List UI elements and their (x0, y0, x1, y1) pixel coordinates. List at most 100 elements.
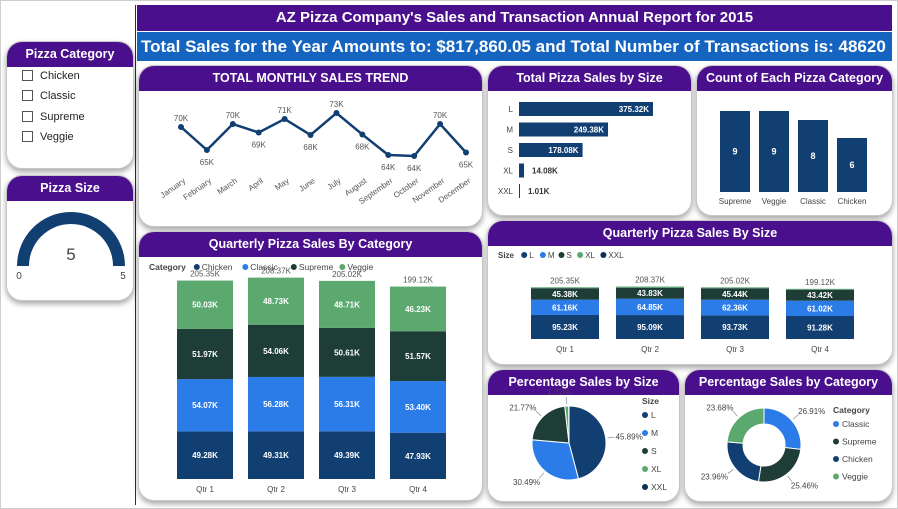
legend-title: Category (149, 262, 186, 272)
stacked-segment (390, 381, 446, 433)
legend-label: XL (651, 464, 662, 474)
sales-data-label: 73K (329, 100, 344, 109)
stacked-segment (531, 287, 599, 289)
checkbox-icon[interactable] (22, 90, 33, 101)
quarter-tick-label: Qtr 2 (641, 345, 659, 354)
sales-point (229, 121, 236, 127)
slicer-option-veggie[interactable]: Veggie (22, 131, 74, 145)
checkbox-icon[interactable] (22, 131, 33, 142)
percentage-by-category-title: Percentage Sales by Category (685, 370, 892, 395)
sales-data-label: 65K (200, 158, 215, 167)
legend-label: M (651, 428, 658, 438)
sales-data-label: 71K (278, 106, 293, 115)
legend-label: Chicken (842, 454, 873, 464)
segment-data-label: 43.42K (807, 291, 833, 300)
size-tick-label: L (509, 105, 514, 114)
pie-slice (531, 405, 570, 444)
gauge-value: 5 (66, 245, 75, 264)
legend-title: Size (642, 396, 659, 406)
legend-marker (339, 264, 346, 270)
category-tick-label: Classic (800, 197, 826, 206)
quarter-total-label: 199.12K (805, 278, 835, 287)
kpi-banner: Total Sales for the Year Amounts to: $81… (137, 32, 892, 61)
percentage-by-size-card: Percentage Sales by Size 45.89% 30.49% 21.… (487, 369, 680, 502)
left-divider (135, 5, 136, 505)
month-tick-label: May (273, 176, 291, 192)
quarterly-category-stacked-chart: Category Chicken Classic Supreme Veggie 49.28… (149, 262, 446, 494)
category-tick-label: Chicken (838, 197, 867, 206)
gauge-min: 0 (16, 271, 22, 282)
pizza-size-gauge-card: Pizza Size 5 0 5 (6, 175, 134, 301)
pizza-size-gauge: 5 0 5 (16, 212, 126, 282)
pie-slice (763, 407, 802, 450)
size-tick-label: M (506, 126, 513, 135)
size-tick-label: S (508, 146, 513, 155)
quarterly-category-title: Quarterly Pizza Sales By Category (139, 232, 482, 257)
checkbox-icon[interactable] (22, 70, 33, 81)
legend-marker (577, 252, 584, 258)
quarter-tick-label: Qtr 4 (811, 345, 829, 354)
pie-slice (531, 439, 580, 481)
monthly-sales-trend-card: TOTAL MONTHLY SALES TREND 70K January 65K F… (138, 65, 483, 227)
quarterly-category-card: Quarterly Pizza Sales By Category Catego… (138, 231, 483, 501)
segment-data-label: 46.23K (405, 305, 431, 314)
checkbox-icon[interactable] (22, 111, 33, 122)
segment-data-label: 51.57K (405, 352, 431, 361)
percentage-by-size-pie-chart: 45.89% 30.49% 21.77% 1.72% Size LMS XL XXL (509, 388, 667, 492)
segment-data-label: 61.16K (552, 303, 578, 312)
category-count-label: 9 (771, 147, 776, 157)
pie-data-label: 25.46% (791, 482, 818, 491)
pie-data-label: 23.68% (706, 403, 733, 412)
sales-data-label: 65K (459, 161, 474, 170)
legend-marker (521, 252, 528, 258)
stacked-segment (786, 289, 854, 301)
monthly-sales-line-chart: 70KJanuary65KFebruary70KMarch69KApril71K… (159, 100, 474, 206)
stacked-segment (319, 327, 375, 377)
month-tick-label: April (247, 176, 265, 193)
pie-data-label: 30.49% (513, 478, 540, 487)
sales-point (307, 132, 314, 138)
sales-data-label: 64K (381, 163, 396, 172)
segment-data-label: 56.31K (334, 400, 360, 409)
legend-marker (642, 448, 648, 454)
category-tick-label: Supreme (719, 197, 752, 206)
legend-label: Veggie (347, 262, 373, 272)
pie-data-label: 45.89% (616, 432, 643, 441)
category-count-bar (837, 138, 867, 192)
quarter-total-label: 208.37K (635, 276, 665, 285)
category-count-bar-chart: 9 Supreme 9 Veggie 8 Classic 6 Chicken (719, 111, 867, 206)
segment-data-label: 93.73K (722, 323, 748, 332)
slicer-option-chicken[interactable]: Chicken (22, 70, 80, 84)
stacked-segment (786, 300, 854, 317)
slicer-option-classic[interactable]: Classic (22, 90, 75, 104)
legend-label: Chicken (202, 262, 233, 272)
quarter-tick-label: Qtr 2 (267, 485, 285, 494)
stacked-segment (319, 376, 375, 432)
segment-data-label: 50.03K (192, 301, 218, 310)
sales-point (359, 131, 366, 138)
stacked-segment (248, 431, 304, 479)
pie-data-label: 21.77% (509, 403, 536, 412)
legend-label: Supreme (842, 437, 877, 447)
segment-data-label: 50.61K (334, 348, 360, 357)
pie-leader-line (787, 475, 793, 482)
stacked-segment (616, 298, 684, 316)
sales-data-label: 70K (433, 111, 448, 120)
stacked-segment (786, 288, 854, 290)
sales-data-label: 70K (174, 114, 189, 123)
pie-leader-line (539, 472, 545, 479)
pie-leader-line (732, 410, 738, 417)
slicer-option-supreme[interactable]: Supreme (22, 111, 85, 125)
stacked-segment (319, 280, 375, 328)
month-tick-label: July (326, 176, 343, 192)
legend-marker (642, 466, 648, 472)
quarter-total-label: 205.02K (720, 276, 750, 285)
legend-marker (290, 264, 297, 270)
legend-marker (558, 252, 565, 258)
stacked-segment (531, 288, 599, 300)
size-bar (519, 143, 583, 157)
category-count-card: Count of Each Pizza Category 9 Supreme 9 Ve… (696, 65, 893, 216)
size-tick-label: XL (503, 167, 513, 176)
legend-label: XXL (651, 482, 667, 492)
sales-trend-line (180, 111, 467, 158)
